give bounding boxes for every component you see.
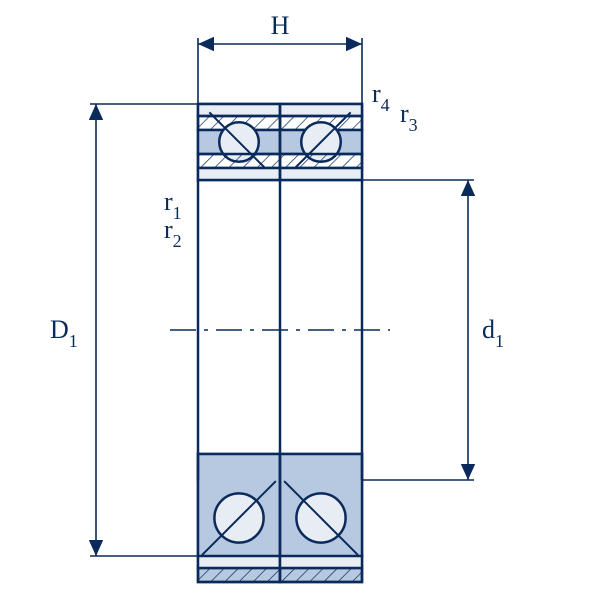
- dim-label-d1: d1: [482, 315, 504, 351]
- dim-label-D1: D1: [50, 315, 78, 351]
- label-r4: r4: [372, 79, 390, 115]
- label-r3: r3: [400, 99, 418, 135]
- dim-label-H: H: [271, 11, 290, 40]
